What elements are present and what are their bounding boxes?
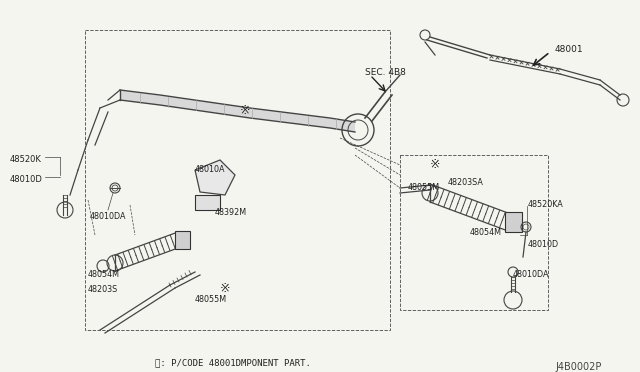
Text: ※: ※ xyxy=(429,158,440,171)
Text: SEC. 4B8: SEC. 4B8 xyxy=(365,68,406,77)
Bar xyxy=(175,231,190,249)
Text: 48520K: 48520K xyxy=(10,155,42,164)
Text: 48010A: 48010A xyxy=(195,165,225,174)
Text: 48010DA: 48010DA xyxy=(513,270,550,279)
Text: 48203SA: 48203SA xyxy=(448,178,484,187)
Text: 48392M: 48392M xyxy=(215,208,247,217)
Text: 48010DA: 48010DA xyxy=(90,212,127,221)
Text: 48054M: 48054M xyxy=(470,228,502,237)
Text: 48010D: 48010D xyxy=(528,240,559,249)
Bar xyxy=(400,155,548,310)
Text: 48010D: 48010D xyxy=(10,175,43,184)
Text: 48055M: 48055M xyxy=(408,183,440,192)
Text: ※: ※ xyxy=(220,282,230,295)
Text: 48055M: 48055M xyxy=(195,295,227,304)
Bar xyxy=(85,30,390,330)
Text: 48001: 48001 xyxy=(555,45,584,54)
Text: ※: P/CODE 48001DMPONENT PART.: ※: P/CODE 48001DMPONENT PART. xyxy=(155,358,311,367)
Bar xyxy=(505,212,522,232)
Text: 48203S: 48203S xyxy=(88,285,118,294)
Text: 48520KA: 48520KA xyxy=(528,200,564,209)
Text: J4B0002P: J4B0002P xyxy=(555,362,602,372)
Bar xyxy=(195,195,220,210)
Polygon shape xyxy=(120,90,355,132)
Text: 48054M: 48054M xyxy=(88,270,120,279)
Polygon shape xyxy=(195,160,235,195)
Text: ※: ※ xyxy=(240,103,250,116)
